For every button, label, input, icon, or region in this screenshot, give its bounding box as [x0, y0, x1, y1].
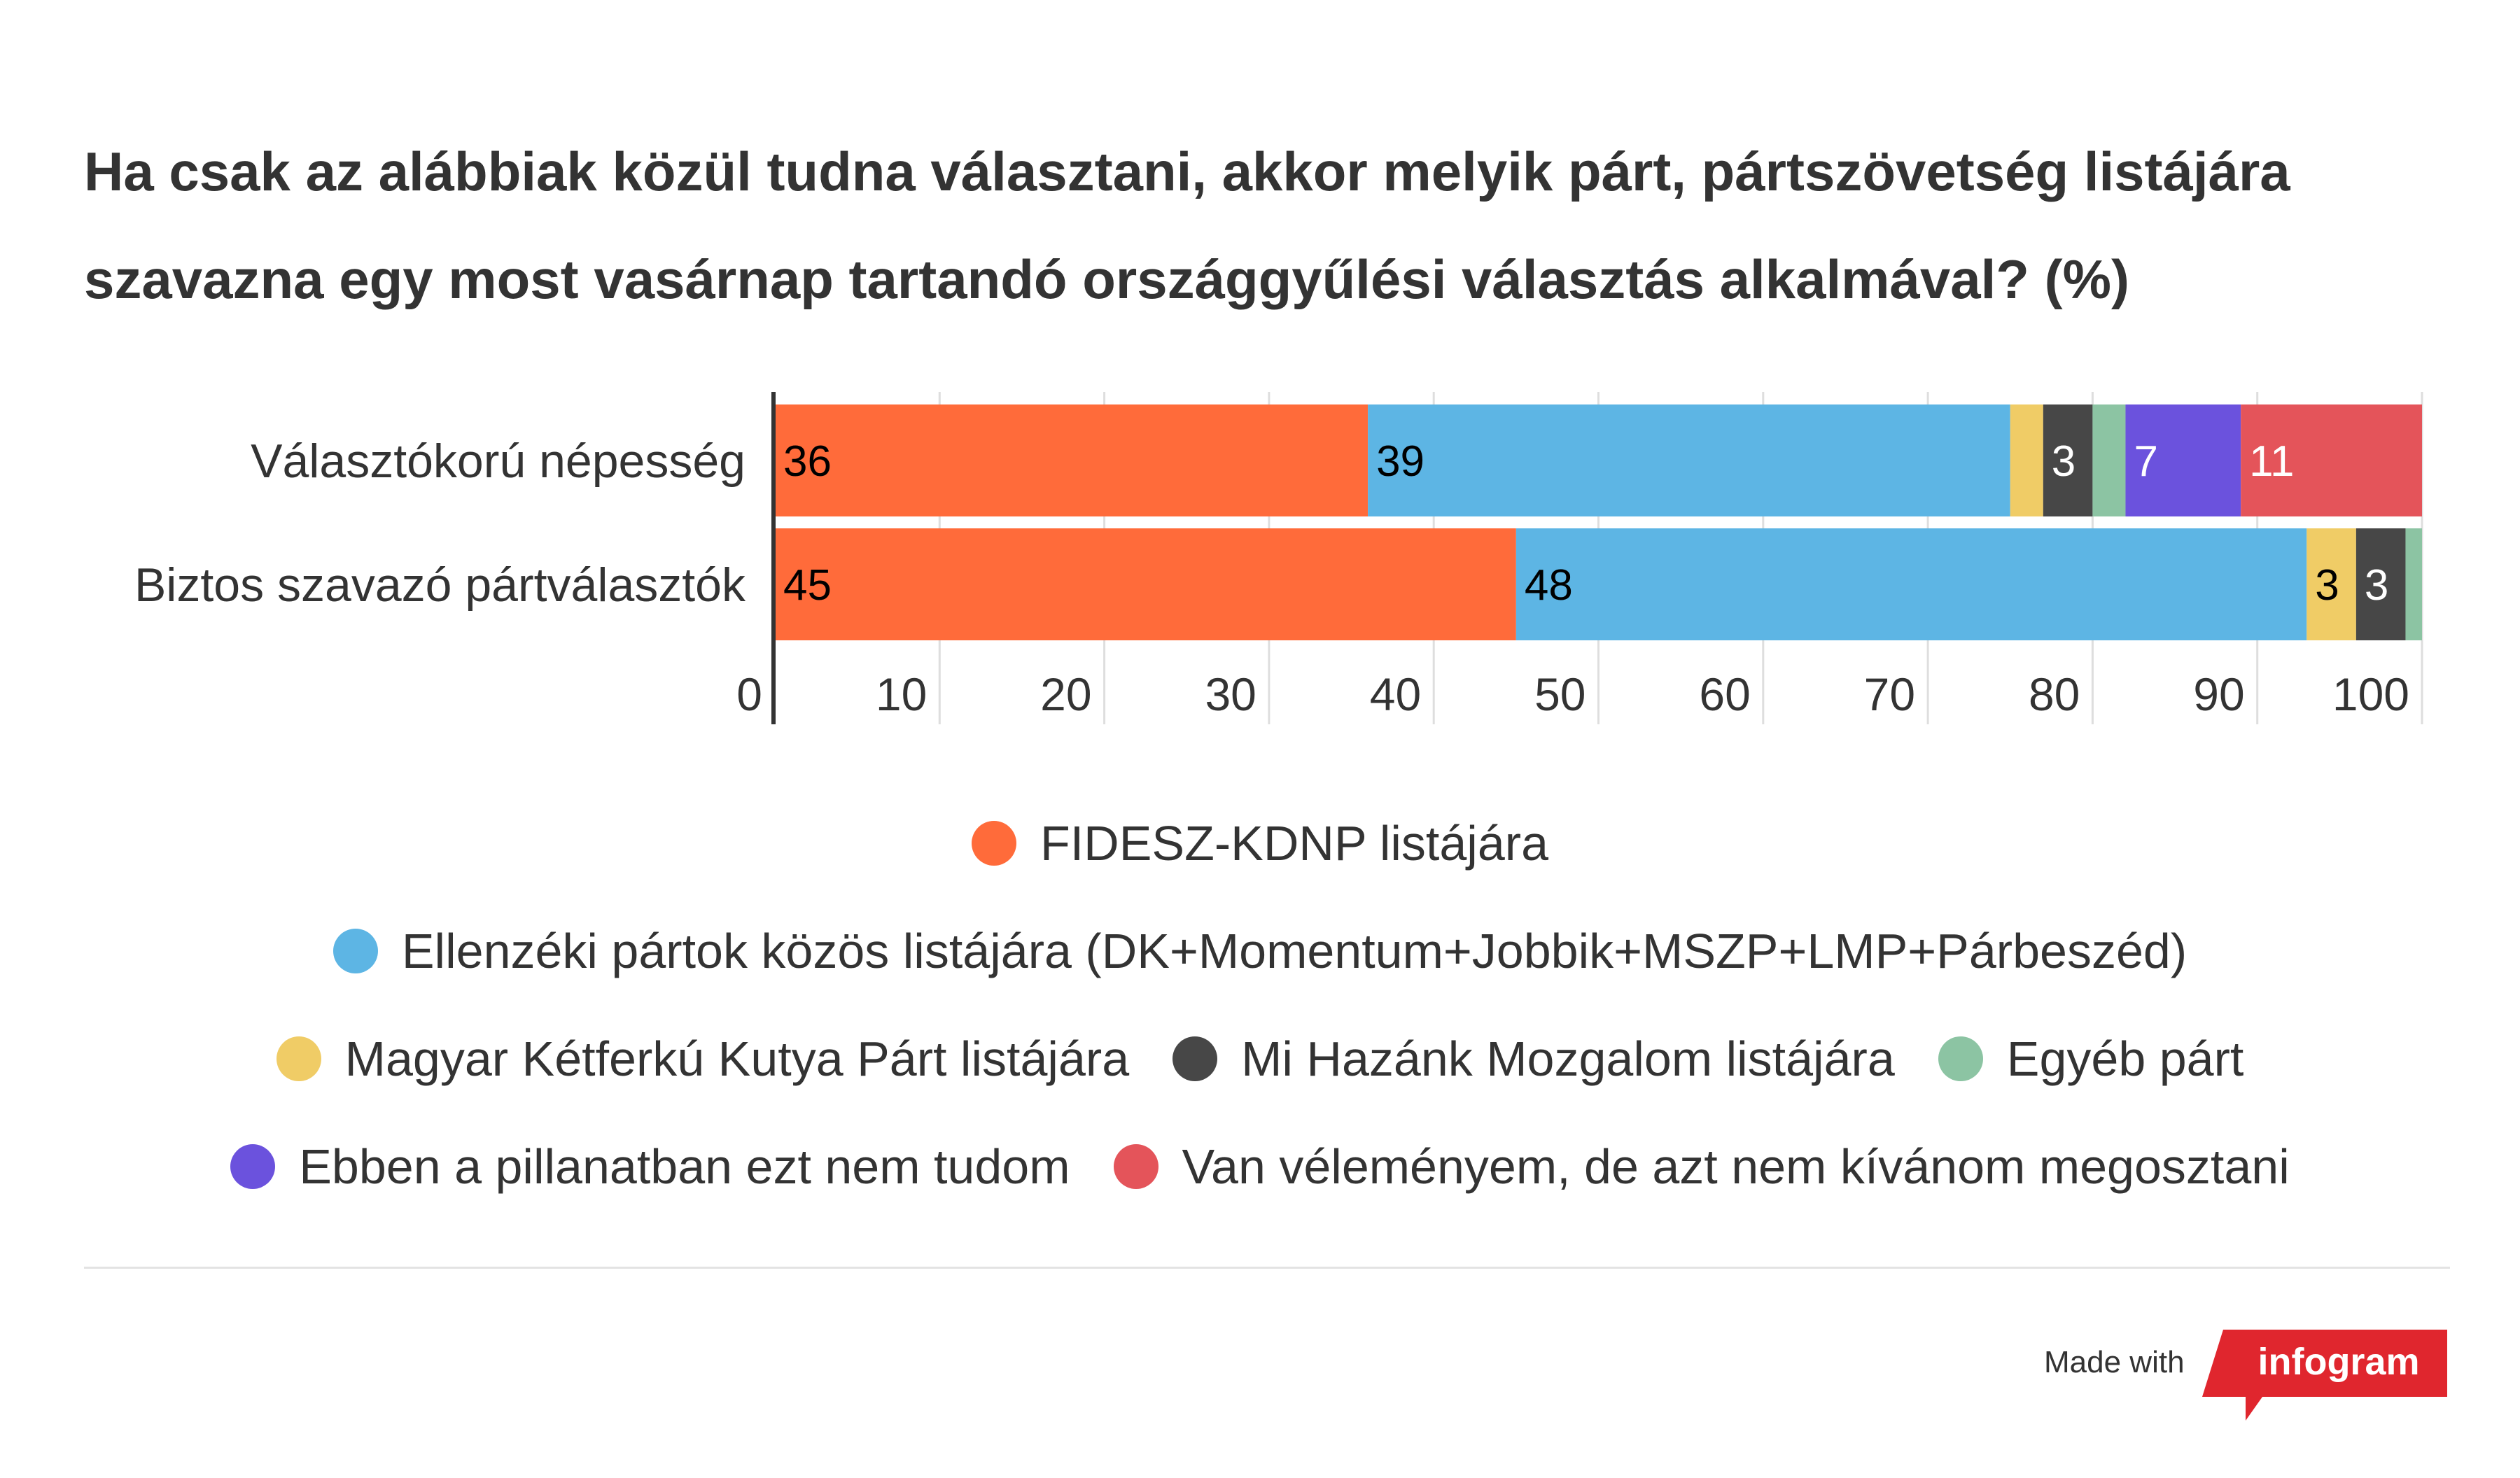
- legend-item[interactable]: FIDESZ-KDNP listájára: [971, 815, 1549, 871]
- legend-swatch: [1938, 1036, 1983, 1081]
- legend-item[interactable]: Egyéb párt: [1938, 1031, 2244, 1087]
- infogram-logo[interactable]: infogram: [2202, 1330, 2454, 1421]
- chart-title-line-2: szavazna egy most vasárnap tartandó orsz…: [84, 248, 2129, 310]
- x-tick-label: 10: [876, 668, 927, 720]
- made-with-label: Made with: [2044, 1345, 2185, 1379]
- legend-swatch: [1172, 1036, 1218, 1081]
- bar-data-label: 3: [2365, 561, 2388, 610]
- bar-data-label: 39: [1376, 437, 1424, 486]
- bar-data-label: 3: [2315, 561, 2339, 610]
- legend-row: Ellenzéki pártok közös listájára (DK+Mom…: [0, 897, 2520, 1005]
- infogram-logo-text: infogram: [2258, 1341, 2419, 1383]
- legend-row: Magyar Kétferkú Kutya Párt listájára Mi H…: [0, 1005, 2520, 1113]
- x-tick-label: 40: [1370, 668, 1421, 720]
- category-label: Biztos szavazó pártválasztók: [134, 558, 746, 612]
- x-tick-label: 20: [1040, 668, 1091, 720]
- legend-label: Magyar Kétferkú Kutya Párt listájára: [344, 1032, 1130, 1086]
- legend-label: Mi Hazánk Mozgalom listájára: [1241, 1032, 1895, 1086]
- bar-segment: [2356, 528, 2406, 640]
- category-label: Választókorú népesség: [251, 435, 746, 488]
- legend-swatch: [230, 1144, 276, 1189]
- bar-segment: [2405, 528, 2422, 640]
- bar-data-label: 36: [783, 437, 832, 486]
- legend-item[interactable]: Ellenzéki pártok közös listájára (DK+Mom…: [332, 923, 2188, 979]
- legend-item[interactable]: Ebben a pillanatban ezt nem tudom: [230, 1139, 1070, 1195]
- bar-segment: [2241, 404, 2422, 516]
- legend-label: Ellenzéki pártok közös listájára (DK+Mom…: [401, 924, 2188, 978]
- legend-item[interactable]: Van véleményem, de azt nem kívánom megos…: [1113, 1139, 2290, 1195]
- x-tick-label: 0: [736, 668, 762, 720]
- legend-row: FIDESZ-KDNP listájára: [0, 789, 2520, 897]
- legend-row: Ebben a pillanatban ezt nem tudom Van vél…: [0, 1113, 2520, 1220]
- bar-segment: [775, 404, 1368, 516]
- legend-label: Van véleményem, de azt nem kívánom megos…: [1182, 1139, 2290, 1194]
- x-tick-label: 80: [2029, 668, 2080, 720]
- legend-item[interactable]: Magyar Kétferkú Kutya Párt listájára: [276, 1031, 1129, 1087]
- chart-legend: FIDESZ-KDNP listájára Ellenzéki pártok kö…: [0, 789, 2520, 1220]
- x-tick-label: 60: [1699, 668, 1750, 720]
- legend-label: Ebben a pillanatban ezt nem tudom: [299, 1139, 1070, 1194]
- chart-title-line-1: Ha csak az alábbiak közül tudna választa…: [84, 141, 2290, 202]
- legend-swatch: [1113, 1144, 1158, 1189]
- bar-segment: [2043, 404, 2093, 516]
- x-tick-label: 100: [2332, 668, 2409, 720]
- infogram-logo-badge: [2202, 1330, 2447, 1421]
- bar-segment: [2010, 404, 2043, 516]
- bar-data-label: 3: [2052, 437, 2076, 486]
- bar-data-label: 7: [2134, 437, 2157, 486]
- bar-segment: [2092, 404, 2126, 516]
- bar-segment: [2125, 404, 2241, 516]
- bar-data-label: 11: [2249, 437, 2294, 486]
- bar-data-label: 45: [783, 561, 832, 610]
- bar-segment: [1368, 404, 2010, 516]
- bar-segment: [2306, 528, 2356, 640]
- x-tick-label: 90: [2193, 668, 2244, 720]
- bar-segment: [1516, 528, 2307, 640]
- legend-swatch: [276, 1036, 321, 1081]
- legend-label: Egyéb párt: [2006, 1032, 2244, 1086]
- legend-swatch: [332, 929, 378, 973]
- bar-segment: [775, 528, 1516, 640]
- x-tick-label: 70: [1864, 668, 1915, 720]
- x-tick-label: 30: [1205, 668, 1256, 720]
- footer-divider: [84, 1267, 2450, 1269]
- legend-label: FIDESZ-KDNP listájára: [1040, 816, 1549, 871]
- legend-swatch: [971, 821, 1016, 866]
- chart-title: Ha csak az alábbiak közül tudna választa…: [84, 118, 2464, 333]
- legend-item[interactable]: Mi Hazánk Mozgalom listájára: [1172, 1031, 1895, 1087]
- x-tick-label: 50: [1534, 668, 1586, 720]
- bar-data-label: 48: [1525, 561, 1573, 610]
